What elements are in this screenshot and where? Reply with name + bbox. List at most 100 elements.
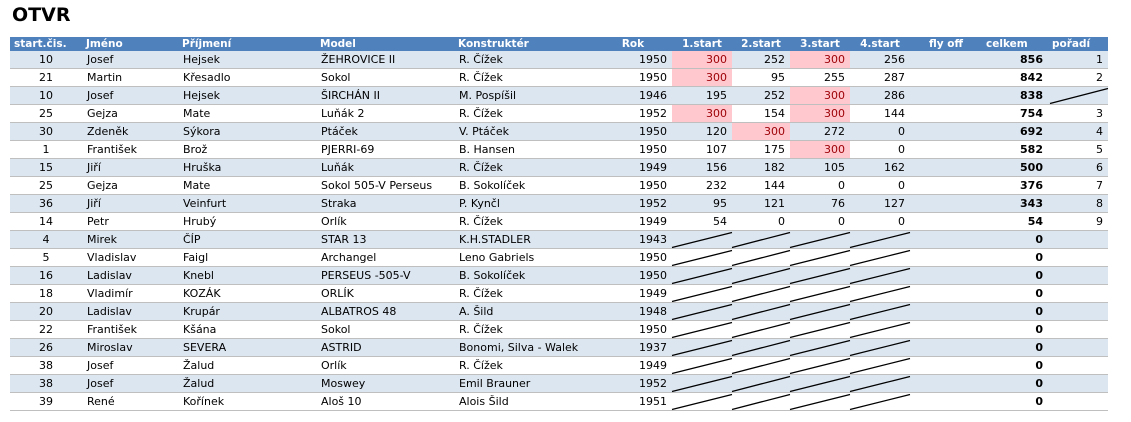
cell-rok: 1949 — [594, 212, 672, 231]
cell-prijmeni: Kořínek — [178, 392, 316, 411]
cell-start1 — [672, 266, 732, 285]
cell-prijmeni: Žalud — [178, 374, 316, 393]
cell-start4: 0 — [850, 212, 910, 231]
cell-konstrukter: Leno Gabriels — [454, 248, 594, 267]
cell-prijmeni: Kšána — [178, 320, 316, 339]
cell-start1 — [672, 392, 732, 411]
cell-konstrukter: R. Čížek — [454, 104, 594, 123]
cell-jmeno: Jiří — [82, 194, 178, 213]
cell-konstrukter: Bonomi, Silva - Walek — [454, 338, 594, 357]
cell-start3 — [790, 302, 850, 321]
cell-start4 — [850, 302, 910, 321]
cell-start3: 300 — [790, 140, 850, 159]
cell-start-cis: 39 — [10, 392, 82, 411]
cell-konstrukter: R. Čížek — [454, 68, 594, 87]
cell-start3: 272 — [790, 122, 850, 141]
cell-konstrukter: R. Čížek — [454, 320, 594, 339]
cell-fly-off — [910, 356, 982, 375]
cell-start3: 76 — [790, 194, 850, 213]
cell-celkem: 692 — [982, 122, 1048, 141]
cell-fly-off — [910, 212, 982, 231]
cell-konstrukter: R. Čížek — [454, 212, 594, 231]
cell-start4 — [850, 248, 910, 267]
header-start4: 4.start — [850, 37, 910, 51]
cell-start4 — [850, 356, 910, 375]
cell-konstrukter: R. Čížek — [454, 51, 594, 69]
table-row: 38 Josef Žalud Orlík R. Čížek 1949 0 — [10, 356, 1108, 375]
cell-start2: 252 — [732, 51, 790, 69]
cell-poradi: 5 — [1048, 140, 1108, 159]
cell-prijmeni: Mate — [178, 176, 316, 195]
cell-start2: 182 — [732, 158, 790, 177]
table-row: 21 Martin Křesadlo Sokol R. Čížek 1950 300 95 25… — [10, 68, 1108, 87]
table-row: 26 Miroslav SEVERA ASTRID Bonomi, Silva - Wa… — [10, 338, 1108, 357]
cell-poradi — [1048, 248, 1108, 267]
cell-start4 — [850, 374, 910, 393]
cell-poradi — [1048, 374, 1108, 393]
cell-fly-off — [910, 176, 982, 195]
header-poradi: pořadí — [1048, 37, 1108, 51]
cell-poradi: 6 — [1048, 158, 1108, 177]
cell-model: ORLÍK — [316, 284, 454, 303]
cell-start-cis: 21 — [10, 68, 82, 87]
cell-poradi: 2 — [1048, 68, 1108, 87]
cell-rok: 1950 — [594, 51, 672, 69]
cell-fly-off — [910, 68, 982, 87]
cell-celkem: 582 — [982, 140, 1048, 159]
cell-start3 — [790, 248, 850, 267]
cell-start2: 0 — [732, 212, 790, 231]
cell-rok: 1950 — [594, 266, 672, 285]
cell-konstrukter: M. Pospíšil — [454, 86, 594, 105]
cell-start-cis: 25 — [10, 176, 82, 195]
cell-celkem: 754 — [982, 104, 1048, 123]
cell-fly-off — [910, 230, 982, 249]
cell-start4 — [850, 392, 910, 411]
cell-prijmeni: Hejsek — [178, 51, 316, 69]
cell-start2 — [732, 230, 790, 249]
cell-start4 — [850, 284, 910, 303]
cell-model: Luňák 2 — [316, 104, 454, 123]
cell-prijmeni: Mate — [178, 104, 316, 123]
cell-poradi — [1048, 392, 1108, 411]
header-fly-off: fly off — [910, 37, 982, 51]
cell-start3: 300 — [790, 86, 850, 105]
cell-start3: 0 — [790, 176, 850, 195]
cell-start1 — [672, 356, 732, 375]
cell-jmeno: René — [82, 392, 178, 411]
cell-jmeno: Vladimír — [82, 284, 178, 303]
cell-start3 — [790, 392, 850, 411]
cell-fly-off — [910, 374, 982, 393]
cell-start1: 300 — [672, 51, 732, 69]
cell-celkem: 0 — [982, 338, 1048, 357]
table-row: 25 Gejza Mate Luňák 2 R. Čížek 1952 300 154 300 1… — [10, 104, 1108, 123]
cell-poradi — [1048, 320, 1108, 339]
cell-prijmeni: Brož — [178, 140, 316, 159]
cell-start2: 154 — [732, 104, 790, 123]
cell-rok: 1952 — [594, 194, 672, 213]
table-row: 16 Ladislav Knebl PERSEUS -505-V B. Sokolíče… — [10, 266, 1108, 285]
cell-fly-off — [910, 392, 982, 411]
cell-celkem: 856 — [982, 51, 1048, 69]
cell-celkem: 343 — [982, 194, 1048, 213]
cell-start3 — [790, 284, 850, 303]
cell-rok: 1950 — [594, 248, 672, 267]
sheet-title: OTVR — [12, 4, 71, 26]
cell-jmeno: Josef — [82, 374, 178, 393]
cell-start2 — [732, 392, 790, 411]
cell-prijmeni: Křesadlo — [178, 68, 316, 87]
cell-model: Moswey — [316, 374, 454, 393]
cell-start4: 286 — [850, 86, 910, 105]
cell-celkem: 0 — [982, 374, 1048, 393]
cell-rok: 1950 — [594, 122, 672, 141]
cell-start3 — [790, 356, 850, 375]
cell-start-cis: 30 — [10, 122, 82, 141]
cell-prijmeni: KOZÁK — [178, 284, 316, 303]
cell-model: ASTRID — [316, 338, 454, 357]
cell-model: ŠIRCHÁN II — [316, 86, 454, 105]
table-row: 5 Vladislav Faigl Archangel Leno Gabriels 195… — [10, 248, 1108, 267]
cell-start-cis: 38 — [10, 356, 82, 375]
cell-poradi — [1048, 302, 1108, 321]
cell-konstrukter: B. Hansen — [454, 140, 594, 159]
cell-celkem: 0 — [982, 320, 1048, 339]
cell-fly-off — [910, 140, 982, 159]
